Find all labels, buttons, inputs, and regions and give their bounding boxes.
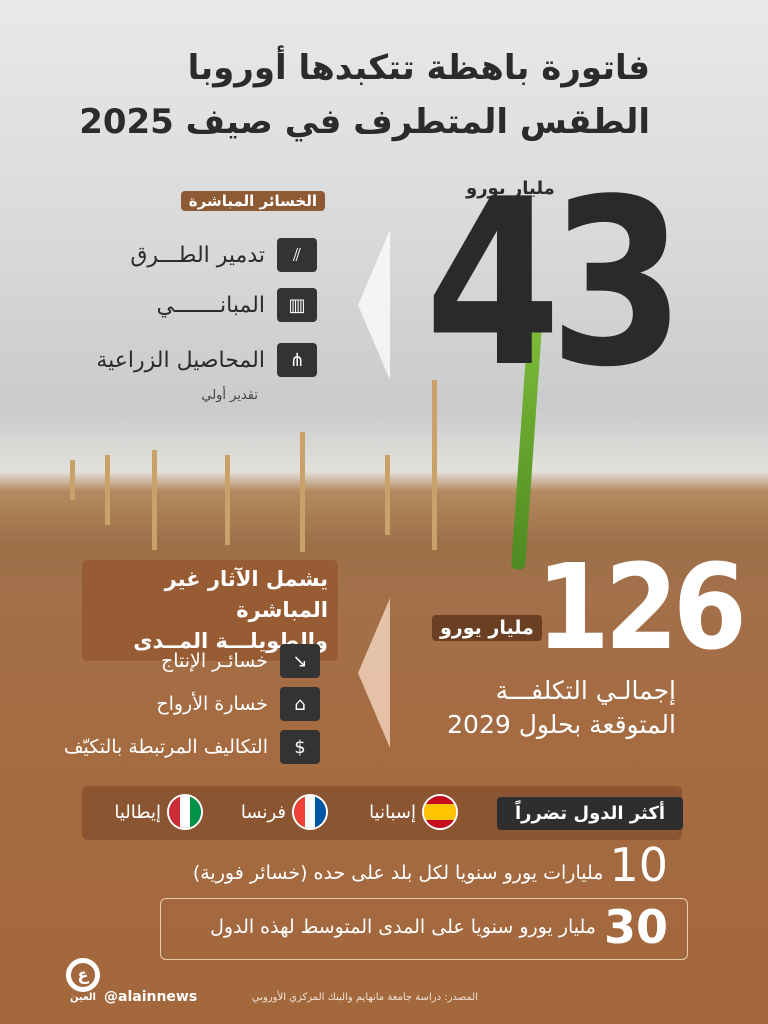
- buildings-icon: ▥: [277, 288, 317, 322]
- country-name: إسبانيا: [369, 801, 416, 823]
- wheat-icon: ⋔: [277, 343, 317, 377]
- country-name: فرنسا: [240, 801, 286, 823]
- total-amount: 126: [536, 538, 747, 676]
- indirect-label-line1: يشمل الآثار غير المباشرة: [164, 567, 328, 622]
- direct-unit: مليار يورو: [466, 178, 555, 199]
- estimate-note: تقدير أولي: [201, 388, 258, 403]
- social-handle[interactable]: @alainnews: [104, 989, 198, 1005]
- indirect-label: يشمل الآثار غير المباشرة والطويلـــة الم…: [82, 560, 338, 661]
- logo-text: العين: [70, 992, 96, 1003]
- declining-chart-icon: ↘: [280, 644, 320, 678]
- road-icon: ⫽: [277, 238, 317, 272]
- stat30-text: مليار يورو سنويا على المدى المتوسط لهذه …: [210, 916, 596, 938]
- total-line1: إجمالـي التكلفـــة: [495, 676, 676, 705]
- coins-icon: $: [280, 730, 320, 764]
- italy-flag-icon: [167, 794, 203, 830]
- chevron-left-icon: [358, 230, 390, 380]
- total-line2: المتوقعة بحلول 2029: [447, 710, 676, 739]
- alain-logo: ع: [66, 958, 100, 992]
- direct-item: تدمير الطـــرق: [130, 242, 265, 268]
- title-line1: فاتورة باهظة تتكبدها أوروبا: [187, 48, 650, 88]
- direct-label: الخسائر المباشرة: [180, 191, 325, 211]
- spain-flag-icon: [422, 794, 458, 830]
- countries-label: أكثر الدول تضرراً: [497, 797, 683, 830]
- indirect-item: التكاليف المرتبطة بالتكيّف: [63, 736, 268, 758]
- title-line2: الطقس المتطرف في صيف 2025: [79, 102, 650, 142]
- indirect-item: خسائـر الإنتاج: [160, 650, 268, 672]
- total-unit: مليار يورو: [432, 615, 542, 641]
- chevron-left-icon: [358, 598, 390, 748]
- france-flag-icon: [292, 794, 328, 830]
- source-text: المصدر: دراسة جامعة مانهايم والبنك المرك…: [251, 992, 478, 1003]
- stat10-text: مليارات يورو سنويا لكل بلد على حده (خسائ…: [192, 862, 604, 884]
- stat30-box: [160, 898, 688, 960]
- direct-item: المبانـــــــي: [156, 292, 265, 318]
- stat10-number: 10: [609, 838, 668, 892]
- indirect-item: خسارة الأرواح: [156, 693, 268, 715]
- country-name: إيطاليا: [114, 801, 161, 823]
- stat30-number: 30: [603, 900, 668, 954]
- direct-item: المحاصيل الزراعية: [96, 347, 265, 373]
- tombstone-icon: ⌂: [280, 687, 320, 721]
- direct-amount: 43: [425, 151, 685, 418]
